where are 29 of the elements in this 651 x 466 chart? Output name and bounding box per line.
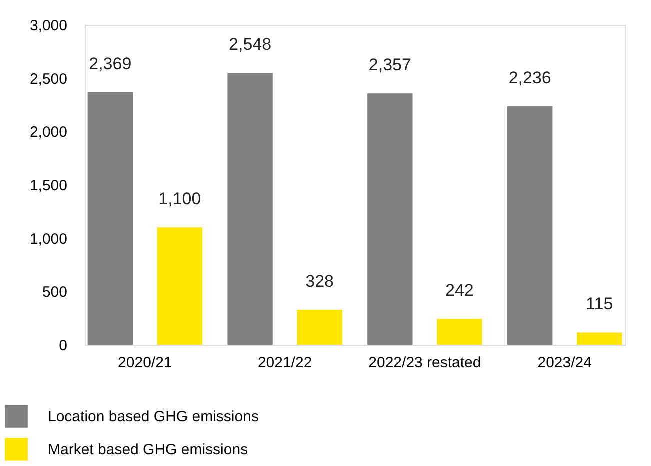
data-label: 2,548 bbox=[229, 35, 272, 54]
data-label: 242 bbox=[446, 281, 474, 300]
bar bbox=[507, 106, 553, 345]
data-label: 2,369 bbox=[89, 54, 132, 74]
bar bbox=[228, 73, 273, 345]
data-label: 115 bbox=[586, 294, 614, 314]
bar bbox=[577, 332, 622, 345]
y-tick-label: 2,500 bbox=[30, 70, 68, 88]
bar bbox=[368, 94, 413, 345]
y-tick-label: 1,500 bbox=[30, 178, 68, 194]
x-tick-label: 2021/22 bbox=[258, 354, 312, 372]
bar bbox=[437, 319, 482, 345]
bar bbox=[157, 228, 203, 345]
data-label: 328 bbox=[306, 272, 334, 292]
y-tick-label: 3,000 bbox=[30, 18, 68, 34]
y-tick-label: 1,000 bbox=[30, 230, 68, 248]
legend-label: Location based GHG emissions bbox=[48, 408, 259, 426]
data-label: 1,100 bbox=[158, 190, 202, 209]
x-tick-label: 2023/24 bbox=[538, 354, 592, 372]
x-tick-label: 2020/21 bbox=[118, 354, 172, 372]
y-tick-label: 2,000 bbox=[30, 124, 68, 142]
data-label: 2,357 bbox=[368, 56, 412, 75]
y-tick-label: 0 bbox=[59, 338, 68, 354]
data-label: 2,236 bbox=[508, 68, 552, 88]
bar bbox=[88, 92, 133, 345]
bar bbox=[297, 310, 342, 345]
y-tick-label: 500 bbox=[42, 284, 68, 302]
legend-label: Market based GHG emissions bbox=[48, 442, 248, 458]
x-tick-label: 2022/23 restated bbox=[368, 354, 482, 372]
